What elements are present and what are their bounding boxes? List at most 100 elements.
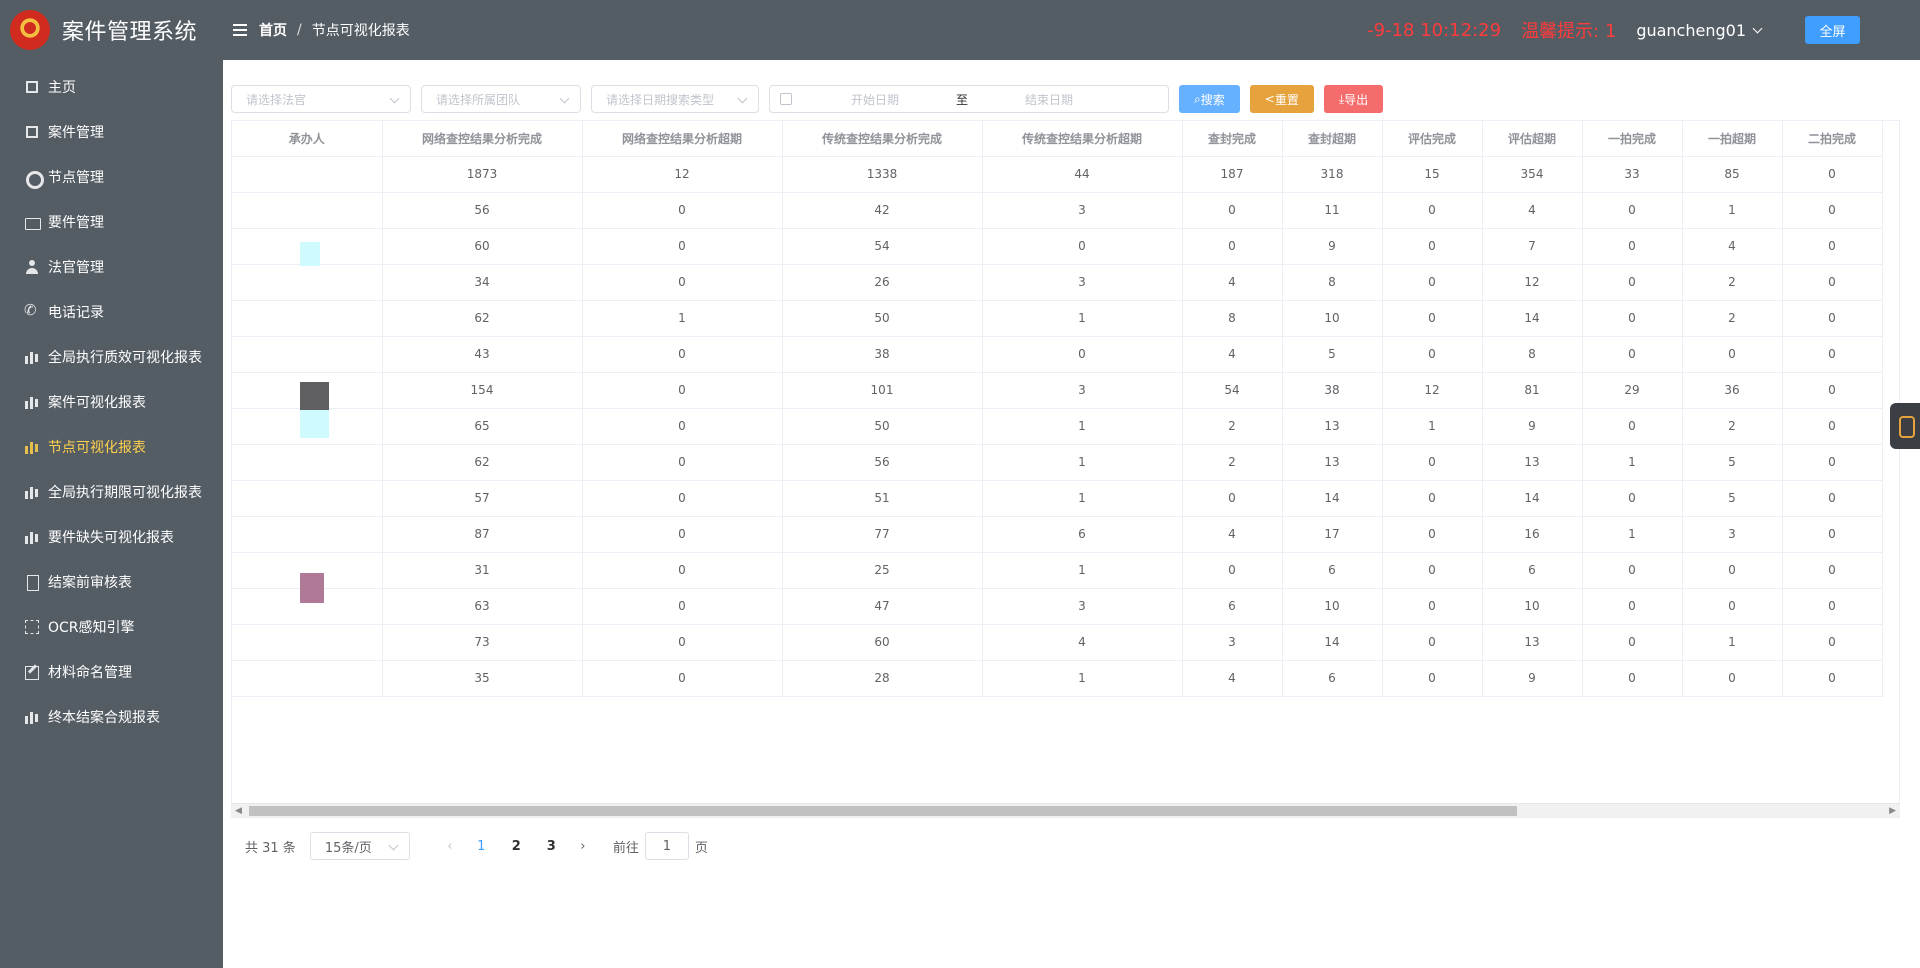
sidebar-item-13[interactable]: 材料命名管理 <box>0 649 223 694</box>
user-menu[interactable]: guancheng01 <box>1636 21 1763 40</box>
table-cell: 13 <box>1482 624 1583 661</box>
share-icon: < <box>1264 92 1275 106</box>
sidebar-item-0[interactable]: 主页 <box>0 64 223 109</box>
page-2[interactable]: 2 <box>511 838 521 854</box>
search-button[interactable]: ⌕ 搜索 <box>1179 85 1240 113</box>
sidebar-item-2[interactable]: 节点管理 <box>0 154 223 199</box>
page-1[interactable]: 1 <box>477 838 486 854</box>
top-header: 首页 / 节点可视化报表 -9-18 10:12:29 温馨提示: 1 guan… <box>223 0 1920 60</box>
column-header[interactable]: 一拍超期 <box>1682 121 1783 157</box>
column-header[interactable]: 评估完成 <box>1382 121 1483 157</box>
export-button[interactable]: ⤓ 导出 <box>1323 85 1384 113</box>
sidebar-item-3[interactable]: 要件管理 <box>0 199 223 244</box>
edit-icon <box>24 664 40 680</box>
sidebar-item-10[interactable]: 要件缺失可视化报表 <box>0 514 223 559</box>
main-content: 请选择法官 请选择所属团队 请选择日期搜索类型 开始日期 至 结束日期 ⌕ 搜索 <box>223 60 1920 968</box>
column-header[interactable]: 传统查控结果分析完成 <box>782 121 983 157</box>
table-cell: 0 <box>1782 264 1883 301</box>
sidebar-item-11[interactable]: 结案前审核表 <box>0 559 223 604</box>
table-row[interactable]: 35 0 28 1 4 6 0 9 0 0 0 <box>232 660 1883 697</box>
chart-icon <box>24 349 40 365</box>
fullscreen-button[interactable]: 全屏 <box>1805 16 1860 44</box>
table-cell: 0 <box>582 372 783 409</box>
sidebar-item-label: 案件管理 <box>48 124 104 141</box>
table-cell: 0 <box>1582 480 1683 517</box>
table-cell: 54 <box>1182 372 1283 409</box>
sidebar-item-12[interactable]: OCR感知引擎 <box>0 604 223 649</box>
table-cell: 12 <box>582 156 783 193</box>
scrollbar-thumb[interactable] <box>249 806 1517 816</box>
column-header[interactable]: 查封完成 <box>1182 121 1283 157</box>
prev-page-icon[interactable]: ‹ <box>447 838 453 854</box>
table-row[interactable]: 1873 12 1338 44 187 318 15 354 33 85 0 <box>232 156 1883 193</box>
table-cell: 0 <box>582 660 783 697</box>
date-type-select[interactable]: 请选择日期搜索类型 <box>591 85 759 113</box>
table-row[interactable]: 62 1 50 1 8 10 0 14 0 2 0 <box>232 300 1883 337</box>
column-header[interactable]: 网络查控结果分析完成 <box>382 121 583 157</box>
sidebar-item-7[interactable]: 案件可视化报表 <box>0 379 223 424</box>
next-page-icon[interactable]: › <box>580 838 586 854</box>
table-cell: 0 <box>1782 624 1883 661</box>
column-header[interactable]: 查封超期 <box>1282 121 1383 157</box>
sidebar-item-4[interactable]: 法官管理 <box>0 244 223 289</box>
sidebar-item-8[interactable]: 节点可视化报表 <box>0 424 223 469</box>
table-row[interactable]: 73 0 60 4 3 14 0 13 0 1 0 <box>232 624 1883 661</box>
sidebar-item-9[interactable]: 全局执行期限可视化报表 <box>0 469 223 514</box>
warning-text[interactable]: 温馨提示: 1 <box>1521 21 1617 42</box>
sidebar-item-1[interactable]: 案件管理 <box>0 109 223 154</box>
table-row[interactable]: 57 0 51 1 0 14 0 14 0 5 0 <box>232 480 1883 517</box>
table-cell: 0 <box>582 264 783 301</box>
table-row[interactable]: 43 0 38 0 4 5 0 8 0 0 0 <box>232 336 1883 373</box>
breadcrumb: 首页 / 节点可视化报表 <box>259 20 410 40</box>
search-icon: ⌕ <box>1194 91 1201 106</box>
data-table-wrapper[interactable]: 承办人 网络查控结果分析完成 网络查控结果分析超期 传统查控结果分析完成 传统查控结果分… <box>231 120 1900 818</box>
table-cell: 4 <box>1482 192 1583 229</box>
table-cell: 0 <box>1582 588 1683 625</box>
column-header[interactable]: 承办人 <box>232 121 383 157</box>
table-cell <box>232 264 383 301</box>
sidebar-item-5[interactable]: 电话记录 <box>0 289 223 334</box>
page-size-select[interactable]: 15条/页 <box>309 832 410 860</box>
table-cell: 4 <box>1182 336 1283 373</box>
table-row[interactable]: 154 0 101 3 54 38 12 81 29 36 0 <box>232 372 1883 409</box>
page-3[interactable]: 3 <box>546 838 556 854</box>
table-row[interactable]: 63 0 47 3 6 10 0 10 0 0 0 <box>232 588 1883 625</box>
column-header[interactable]: 二拍完成 <box>1782 121 1883 157</box>
table-cell: 33 <box>1582 156 1683 193</box>
end-date-input[interactable]: 结束日期 <box>1024 92 1073 107</box>
column-header[interactable]: 评估超期 <box>1482 121 1583 157</box>
table-row[interactable]: 34 0 26 3 4 8 0 12 0 2 0 <box>232 264 1883 301</box>
scroll-right-icon[interactable]: ▶ <box>1889 806 1896 816</box>
table-row[interactable]: 31 0 25 1 0 6 0 6 0 0 0 <box>232 552 1883 589</box>
date-range-picker[interactable]: 开始日期 至 结束日期 <box>769 85 1169 113</box>
table-row[interactable]: 60 0 54 0 0 9 0 7 0 4 0 <box>232 228 1883 265</box>
start-date-input[interactable]: 开始日期 <box>850 92 899 107</box>
table-row[interactable]: 65 0 50 1 2 13 1 9 0 2 0 <box>232 408 1883 445</box>
team-select[interactable]: 请选择所属团队 <box>421 85 581 113</box>
table-cell: 6 <box>982 516 1183 553</box>
export-button-label: 导出 <box>1344 92 1369 107</box>
table-row[interactable]: 87 0 77 6 4 17 0 16 1 3 0 <box>232 516 1883 553</box>
breadcrumb-separator: / <box>297 22 302 38</box>
table-row[interactable]: 56 0 42 3 0 11 0 4 0 1 0 <box>232 192 1883 229</box>
horizontal-scrollbar[interactable]: ◀ ▶ <box>231 803 1900 817</box>
sidebar-item-6[interactable]: 全局执行质效可视化报表 <box>0 334 223 379</box>
scroll-left-icon[interactable]: ◀ <box>235 806 242 816</box>
column-header[interactable]: 传统查控结果分析超期 <box>982 121 1183 157</box>
table-cell: 0 <box>1682 588 1783 625</box>
goto-page-input[interactable]: 1 <box>644 832 689 860</box>
table-cell: 0 <box>1782 156 1883 193</box>
table-cell: 25 <box>782 552 983 589</box>
table-row[interactable]: 62 0 56 1 2 13 0 13 1 5 0 <box>232 444 1883 481</box>
column-header[interactable]: 一拍完成 <box>1582 121 1683 157</box>
judge-select[interactable]: 请选择法官 <box>231 85 411 113</box>
column-header[interactable]: 网络查控结果分析超期 <box>582 121 783 157</box>
table-cell: 6 <box>1282 552 1383 589</box>
hamburger-icon[interactable] <box>233 24 249 36</box>
floating-tool-button[interactable] <box>1890 403 1920 449</box>
sidebar-item-14[interactable]: 终本结案合规报表 <box>0 694 223 739</box>
table-cell: 0 <box>1382 336 1483 373</box>
reset-button[interactable]: < 重置 <box>1249 85 1314 113</box>
breadcrumb-home[interactable]: 首页 <box>259 23 287 39</box>
table-cell: 34 <box>382 264 583 301</box>
